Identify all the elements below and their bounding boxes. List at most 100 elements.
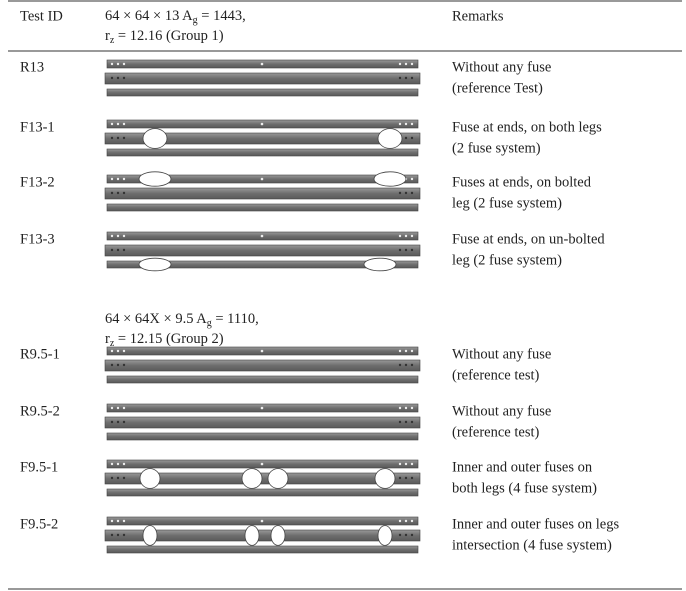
specimen-image xyxy=(105,460,420,496)
bolt-hole xyxy=(111,477,113,479)
bolt-hole xyxy=(411,235,413,237)
specimen-image xyxy=(105,232,420,271)
fuse-cutout xyxy=(378,129,402,149)
specimen-image xyxy=(105,120,420,156)
bolt-hole xyxy=(411,63,413,65)
text: 64 × 64X × 9.5 A xyxy=(105,311,207,327)
text: = 12.15 (Group 2) xyxy=(114,331,223,347)
bolt-hole xyxy=(111,77,113,79)
text: 64 × 64 × 13 A xyxy=(105,8,193,24)
bolt-hole xyxy=(399,63,401,65)
bolt-hole xyxy=(111,364,113,366)
test-id: R9.5-1 xyxy=(20,346,60,362)
test-id: F9.5-2 xyxy=(20,516,58,532)
fuse-cutout xyxy=(378,526,392,546)
center-mark xyxy=(261,178,264,181)
test-id: F13-3 xyxy=(20,231,55,247)
bolt-hole xyxy=(405,534,407,536)
bolt-hole xyxy=(405,63,407,65)
bolt-hole xyxy=(111,421,113,423)
bolt-hole xyxy=(111,520,113,522)
bolt-hole xyxy=(399,192,401,194)
angle-leg xyxy=(105,360,420,371)
bolt-hole xyxy=(411,534,413,536)
bolt-hole xyxy=(399,520,401,522)
remark: Fuse at ends, on un-bolted xyxy=(452,231,605,247)
bolt-hole xyxy=(111,123,113,125)
test-id: R9.5-2 xyxy=(20,403,60,419)
text: = 12.16 (Group 1) xyxy=(114,28,223,44)
bolt-hole xyxy=(111,235,113,237)
bolt-hole xyxy=(117,192,119,194)
bolt-hole xyxy=(399,77,401,79)
bolt-hole xyxy=(123,77,125,79)
center-mark xyxy=(261,407,264,410)
bolt-hole xyxy=(123,249,125,251)
bolt-hole xyxy=(123,137,125,139)
fuse-cutout xyxy=(375,469,395,489)
bolt-hole xyxy=(399,477,401,479)
bolt-hole xyxy=(399,350,401,352)
bolt-hole xyxy=(123,178,125,180)
remark: (reference test) xyxy=(452,424,540,440)
bolt-hole xyxy=(411,463,413,465)
bolt-hole xyxy=(411,77,413,79)
bolt-hole xyxy=(411,407,413,409)
specimen-image xyxy=(105,404,420,440)
bolt-hole xyxy=(399,364,401,366)
remark: Without any fuse xyxy=(452,346,551,362)
remark: Inner and outer fuses on xyxy=(452,459,593,475)
fuse-cutout xyxy=(271,526,285,546)
center-mark xyxy=(261,123,264,126)
bolt-hole xyxy=(111,534,113,536)
bolt-hole xyxy=(399,235,401,237)
bolt-hole xyxy=(411,477,413,479)
bolt-hole xyxy=(117,520,119,522)
bolt-hole xyxy=(123,235,125,237)
fuse-cutout xyxy=(139,172,171,186)
fuse-cutout xyxy=(364,258,396,271)
bolt-hole xyxy=(399,407,401,409)
fuse-cutout xyxy=(242,469,262,489)
angle-leg xyxy=(107,489,418,496)
remark: (reference Test) xyxy=(452,80,543,96)
center-mark xyxy=(261,520,264,523)
bolt-hole xyxy=(117,463,119,465)
bolt-hole xyxy=(117,137,119,139)
bolt-hole xyxy=(405,77,407,79)
bolt-hole xyxy=(123,63,125,65)
table-figure: Test ID 64 × 64 × 13 Ag = 1443, rz = 12.… xyxy=(0,0,686,591)
fuse-cutout xyxy=(143,129,167,149)
fuse-cutout xyxy=(139,258,171,271)
fuse-cutout xyxy=(374,172,406,186)
angle-leg xyxy=(105,188,420,199)
angle-leg xyxy=(107,433,418,440)
bolt-hole xyxy=(123,477,125,479)
specimen-image xyxy=(105,347,420,383)
bolt-hole xyxy=(123,520,125,522)
bolt-hole xyxy=(411,137,413,139)
remark: Without any fuse xyxy=(452,403,551,419)
remark: (reference test) xyxy=(452,367,540,383)
bolt-hole xyxy=(411,350,413,352)
specimen-image xyxy=(105,517,420,553)
bolt-hole xyxy=(123,350,125,352)
bolt-hole xyxy=(111,407,113,409)
group1-line1: 64 × 64 × 13 Ag = 1443, xyxy=(105,8,246,26)
center-mark xyxy=(261,63,264,66)
remark: (2 fuse system) xyxy=(452,140,541,156)
text: = 1443, xyxy=(198,8,246,24)
bolt-hole xyxy=(123,192,125,194)
bolt-hole xyxy=(117,534,119,536)
bolt-hole xyxy=(411,249,413,251)
remark: both legs (4 fuse system) xyxy=(452,480,597,496)
bolt-hole xyxy=(111,463,113,465)
bolt-hole xyxy=(399,123,401,125)
bolt-hole xyxy=(405,123,407,125)
bolt-hole xyxy=(117,178,119,180)
angle-leg xyxy=(107,89,418,96)
bolt-hole xyxy=(111,178,113,180)
bolt-hole xyxy=(411,520,413,522)
bolt-hole xyxy=(405,463,407,465)
bolt-hole xyxy=(123,364,125,366)
